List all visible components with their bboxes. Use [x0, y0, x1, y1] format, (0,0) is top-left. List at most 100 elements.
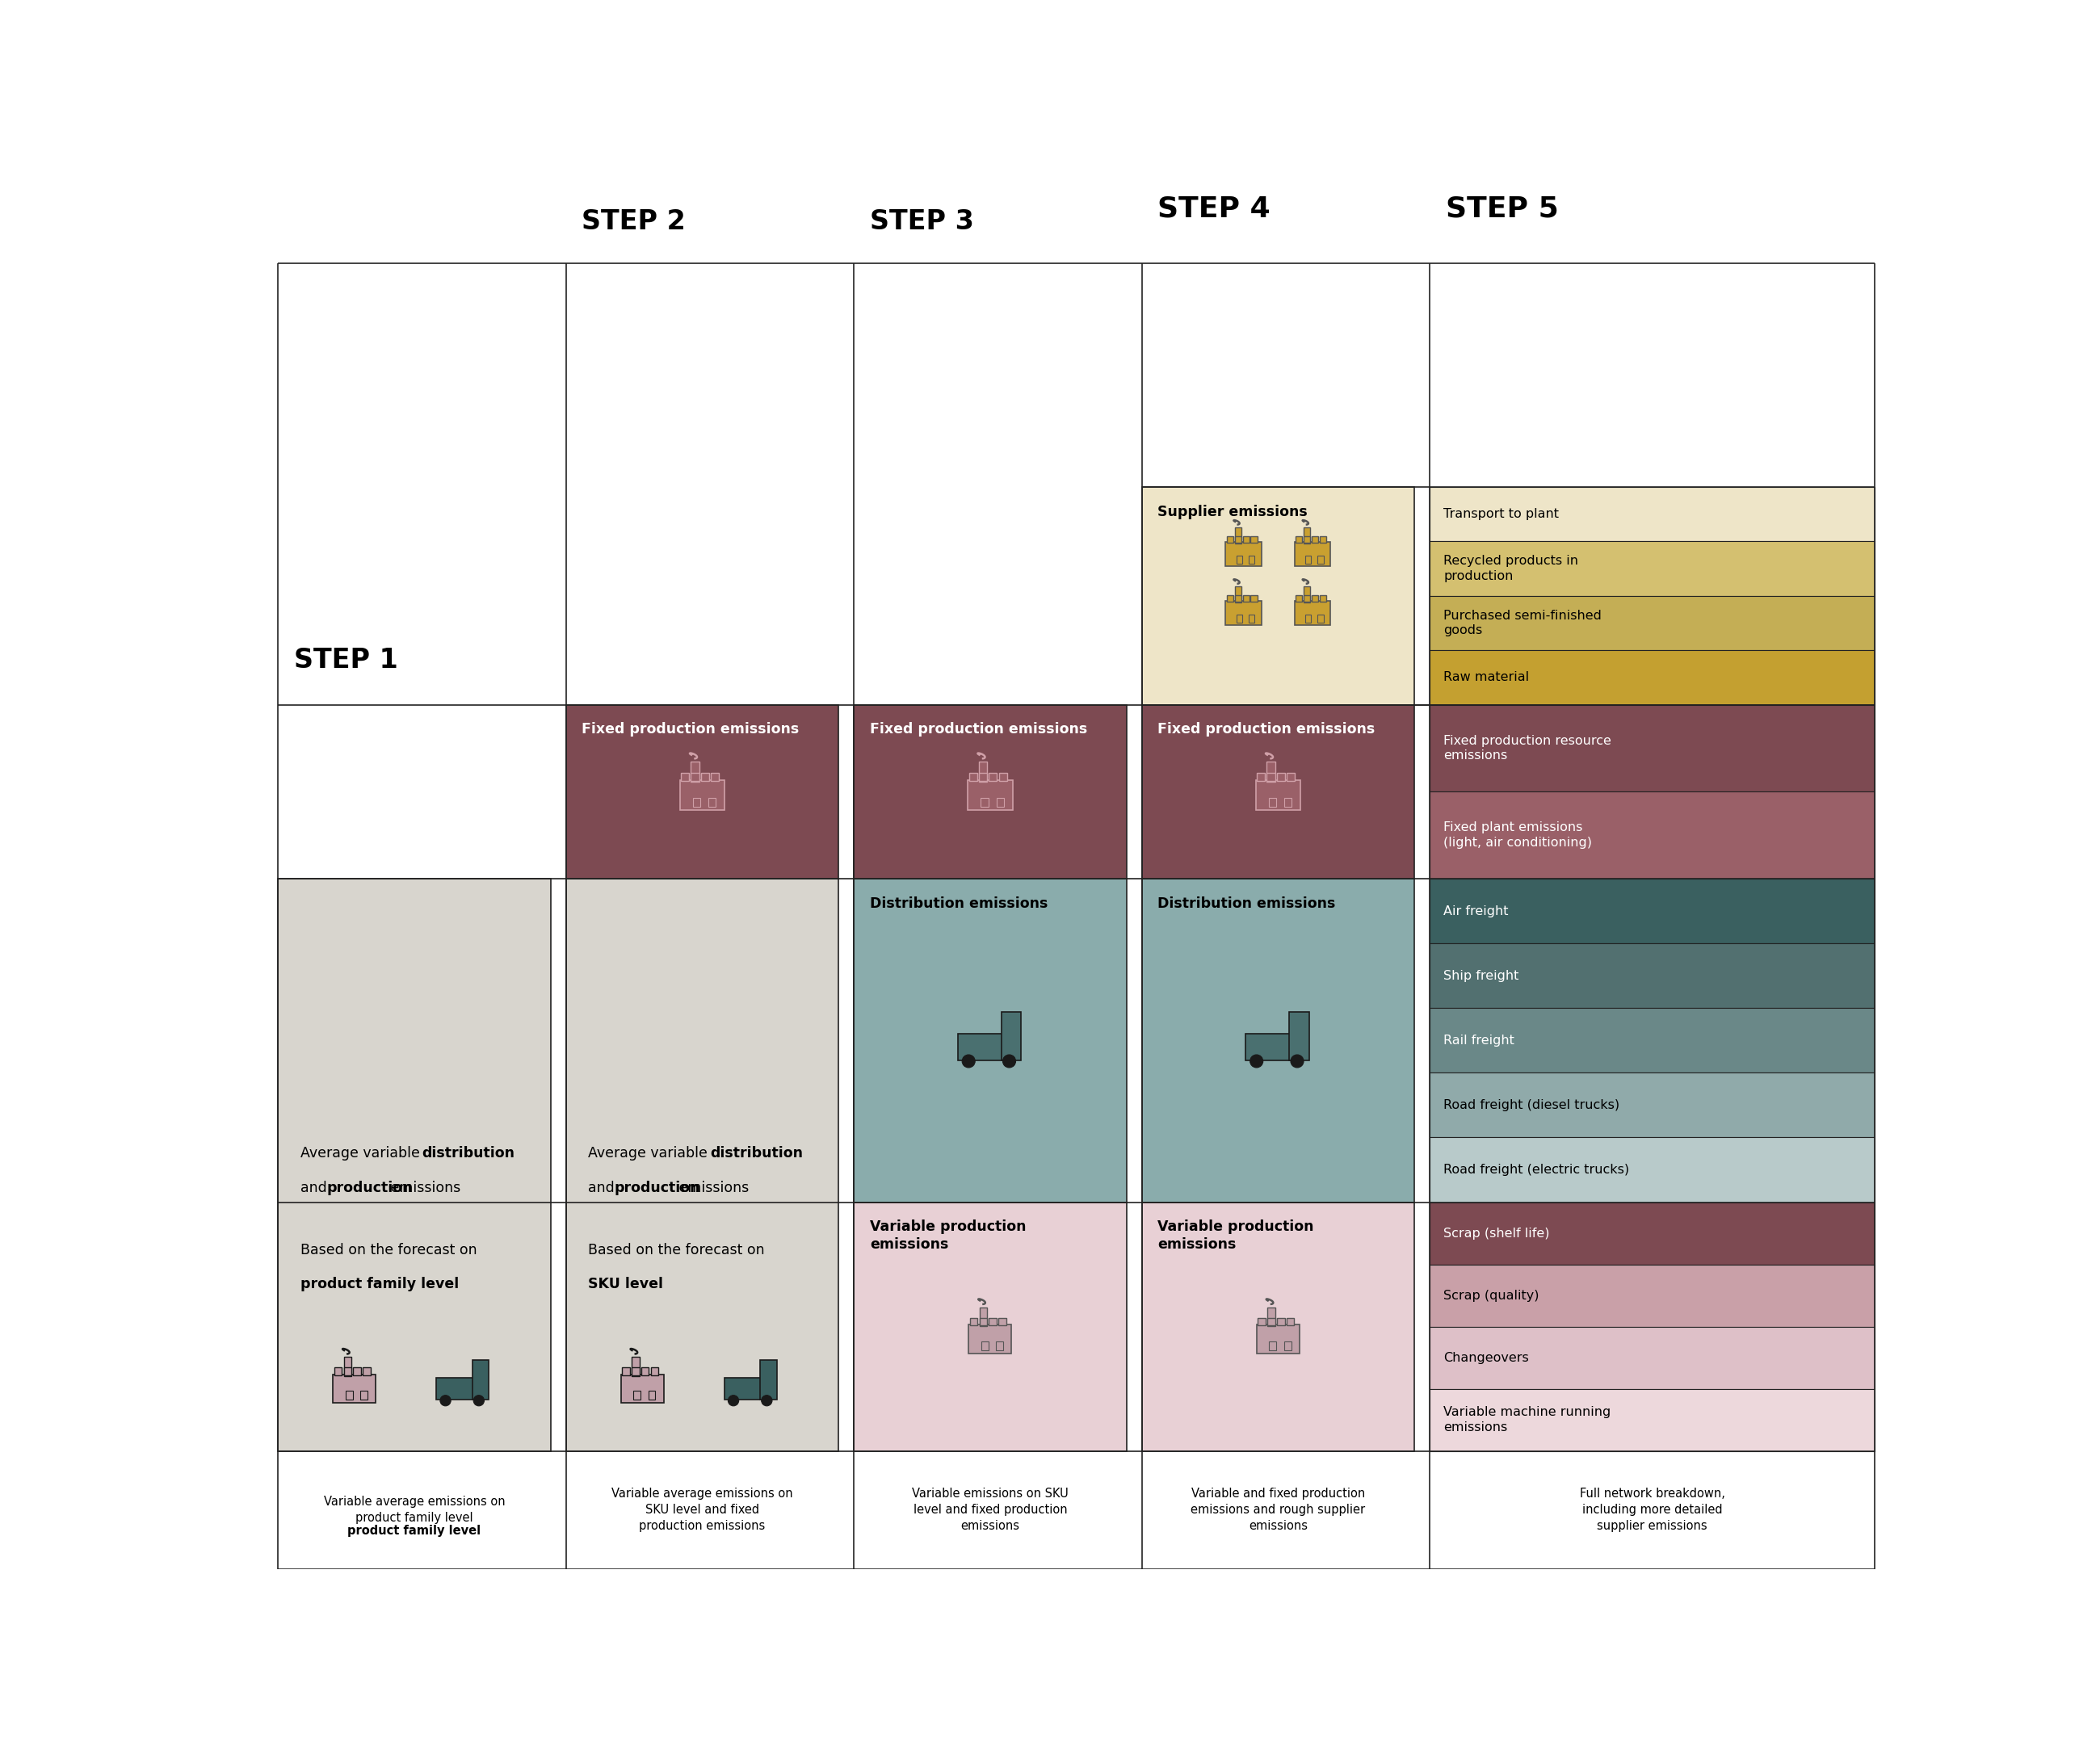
Text: SKU level: SKU level	[588, 1276, 664, 1291]
Text: Air freight: Air freight	[1443, 904, 1508, 917]
Bar	[1430, 705, 1875, 792]
Text: distribution: distribution	[422, 1146, 514, 1160]
Bar	[1312, 536, 1319, 543]
Bar	[1430, 596, 1875, 651]
Text: Fixed plant emissions
(light, air conditioning): Fixed plant emissions (light, air condit…	[1443, 822, 1592, 848]
Bar	[1430, 1074, 1875, 1137]
Bar	[855, 705, 1126, 878]
Bar	[989, 1317, 998, 1326]
Bar	[1304, 615, 1310, 622]
Text: Variable average emissions on
product family level: Variable average emissions on product fa…	[323, 1497, 504, 1523]
Bar	[1304, 555, 1310, 564]
Text: Average variable: Average variable	[300, 1146, 424, 1160]
Bar	[361, 1391, 368, 1400]
Circle shape	[441, 1395, 452, 1405]
Text: Based on the forecast on: Based on the forecast on	[588, 1243, 764, 1257]
Text: distribution: distribution	[710, 1146, 802, 1160]
Text: Variable production
emissions: Variable production emissions	[869, 1220, 1027, 1252]
Text: emissions: emissions	[386, 1181, 462, 1195]
Bar	[651, 1368, 659, 1375]
Bar	[1245, 1033, 1289, 1061]
Text: Variable emissions on SKU
level and fixed production
emissions: Variable emissions on SKU level and fixe…	[911, 1488, 1069, 1532]
Text: emissions: emissions	[674, 1181, 750, 1195]
Text: Scrap (shelf life): Scrap (shelf life)	[1443, 1227, 1550, 1239]
Text: Fixed production emissions: Fixed production emissions	[1157, 723, 1376, 737]
Text: Rail freight: Rail freight	[1443, 1035, 1514, 1047]
Bar	[363, 1368, 370, 1375]
Bar	[437, 1377, 472, 1400]
Bar	[760, 1359, 777, 1400]
Bar	[968, 1324, 1012, 1354]
Bar	[1430, 487, 1875, 541]
Bar	[680, 772, 689, 781]
Bar	[1243, 596, 1249, 601]
Circle shape	[1002, 1054, 1016, 1068]
Bar	[995, 797, 1004, 807]
Bar	[344, 1368, 351, 1375]
Bar	[622, 1375, 664, 1403]
Text: Variable average emissions on
SKU level and fixed
production emissions: Variable average emissions on SKU level …	[611, 1488, 794, 1532]
Bar	[1268, 1306, 1275, 1326]
Bar	[1304, 587, 1310, 603]
Bar	[1250, 615, 1254, 622]
Bar	[1430, 792, 1875, 878]
Bar	[1430, 651, 1875, 705]
Bar	[1296, 536, 1302, 543]
Bar	[1277, 772, 1285, 781]
Bar	[1243, 536, 1249, 543]
Text: Variable and fixed production
emissions and rough supplier
emissions: Variable and fixed production emissions …	[1191, 1488, 1365, 1532]
Bar	[1258, 1317, 1266, 1326]
Circle shape	[729, 1395, 739, 1405]
Circle shape	[762, 1395, 773, 1405]
Bar	[1000, 772, 1008, 781]
Bar	[1252, 596, 1258, 601]
Text: STEP 3: STEP 3	[869, 208, 974, 234]
Bar	[1285, 797, 1292, 807]
Bar	[1268, 1342, 1277, 1350]
Bar	[1430, 541, 1875, 596]
Bar	[1317, 615, 1323, 622]
Bar	[1287, 1317, 1294, 1326]
Bar	[1235, 587, 1241, 603]
Bar	[724, 1377, 762, 1400]
Bar	[344, 1358, 351, 1375]
Text: Scrap (quality): Scrap (quality)	[1443, 1289, 1539, 1301]
Text: Average variable: Average variable	[588, 1146, 712, 1160]
Bar	[1237, 555, 1243, 564]
Bar	[1430, 878, 1875, 943]
Text: STEP 1: STEP 1	[294, 647, 397, 673]
Bar	[1294, 541, 1331, 566]
Bar	[981, 1342, 989, 1350]
Text: Raw material: Raw material	[1443, 672, 1529, 684]
Bar	[634, 1391, 640, 1400]
Text: production: production	[326, 1181, 412, 1195]
Bar	[1142, 1202, 1413, 1451]
Bar	[334, 1368, 342, 1375]
Bar	[334, 1375, 376, 1403]
Bar	[353, 1368, 361, 1375]
Bar	[632, 1368, 638, 1375]
Bar	[1312, 596, 1319, 601]
Bar	[567, 878, 838, 1451]
Bar	[567, 705, 838, 878]
Text: product family level: product family level	[349, 1525, 481, 1537]
Circle shape	[1292, 1054, 1304, 1068]
Bar	[1289, 1012, 1308, 1061]
Text: Supplier emissions: Supplier emissions	[1157, 504, 1308, 518]
Bar	[1319, 536, 1325, 543]
Bar	[958, 1033, 1002, 1061]
Text: and: and	[588, 1181, 620, 1195]
Bar	[693, 797, 701, 807]
Bar	[1237, 615, 1243, 622]
Text: Transport to plant: Transport to plant	[1443, 508, 1558, 520]
Bar	[1430, 1326, 1875, 1389]
Bar	[622, 1368, 630, 1375]
Bar	[1319, 596, 1325, 601]
Bar	[1226, 596, 1233, 601]
Bar	[1430, 943, 1875, 1008]
Bar	[1252, 536, 1258, 543]
Bar	[1287, 772, 1296, 781]
Bar	[998, 1317, 1006, 1326]
Bar	[1256, 772, 1264, 781]
Text: STEP 2: STEP 2	[582, 208, 687, 234]
